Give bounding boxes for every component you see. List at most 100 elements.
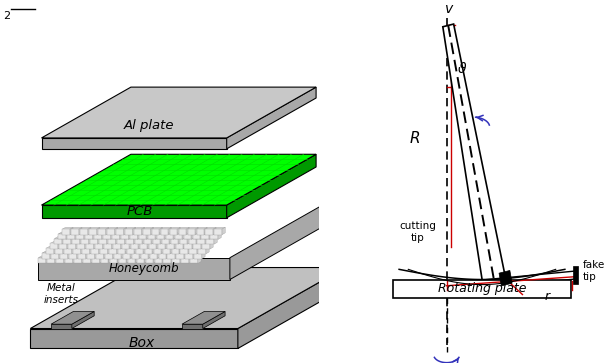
Polygon shape <box>204 227 208 234</box>
Polygon shape <box>198 256 201 263</box>
Polygon shape <box>161 229 168 234</box>
Polygon shape <box>118 248 125 254</box>
Polygon shape <box>107 229 115 234</box>
Polygon shape <box>122 244 130 249</box>
Polygon shape <box>184 242 195 244</box>
Polygon shape <box>78 251 89 253</box>
Polygon shape <box>169 237 173 244</box>
Polygon shape <box>158 251 169 253</box>
Polygon shape <box>181 258 189 263</box>
Text: $\vartheta$: $\vartheta$ <box>457 61 468 77</box>
Polygon shape <box>120 232 123 240</box>
Polygon shape <box>126 238 133 244</box>
Polygon shape <box>163 258 171 263</box>
Polygon shape <box>96 253 104 258</box>
Polygon shape <box>177 227 181 234</box>
Polygon shape <box>165 242 168 249</box>
Polygon shape <box>38 258 46 263</box>
Polygon shape <box>125 246 129 254</box>
Polygon shape <box>203 242 213 244</box>
Polygon shape <box>105 253 112 258</box>
Polygon shape <box>58 242 61 249</box>
Polygon shape <box>193 234 200 240</box>
Polygon shape <box>68 232 78 234</box>
Polygon shape <box>84 232 87 240</box>
Polygon shape <box>140 242 150 244</box>
Polygon shape <box>147 242 150 249</box>
Polygon shape <box>152 246 155 254</box>
Polygon shape <box>83 256 94 258</box>
Polygon shape <box>162 256 165 263</box>
Polygon shape <box>189 256 192 263</box>
Polygon shape <box>147 232 150 240</box>
Polygon shape <box>143 227 154 229</box>
Polygon shape <box>85 232 96 234</box>
Polygon shape <box>89 237 92 244</box>
Polygon shape <box>87 251 98 253</box>
Polygon shape <box>107 237 110 244</box>
Polygon shape <box>47 246 57 248</box>
Polygon shape <box>60 253 68 258</box>
Polygon shape <box>80 227 91 229</box>
Polygon shape <box>71 229 79 234</box>
Polygon shape <box>77 242 88 244</box>
Polygon shape <box>112 234 120 240</box>
Polygon shape <box>50 244 58 249</box>
Polygon shape <box>62 237 65 244</box>
Polygon shape <box>60 244 67 249</box>
Polygon shape <box>108 238 115 244</box>
Polygon shape <box>198 238 205 244</box>
Polygon shape <box>188 227 198 229</box>
Polygon shape <box>58 234 66 240</box>
Polygon shape <box>128 256 139 258</box>
Polygon shape <box>85 242 88 249</box>
Polygon shape <box>193 242 204 244</box>
Polygon shape <box>174 242 177 249</box>
Polygon shape <box>135 256 139 263</box>
Polygon shape <box>67 242 70 249</box>
Polygon shape <box>94 232 105 234</box>
Polygon shape <box>161 227 171 229</box>
Polygon shape <box>112 242 115 249</box>
Polygon shape <box>190 258 198 263</box>
Polygon shape <box>112 232 123 234</box>
Polygon shape <box>77 251 80 258</box>
Polygon shape <box>125 227 136 229</box>
Polygon shape <box>180 256 183 263</box>
Polygon shape <box>68 234 75 240</box>
Polygon shape <box>68 244 76 249</box>
Polygon shape <box>138 232 141 240</box>
Polygon shape <box>50 251 53 258</box>
Polygon shape <box>139 232 150 234</box>
Polygon shape <box>150 253 157 258</box>
Polygon shape <box>65 256 76 258</box>
Polygon shape <box>93 232 96 240</box>
Polygon shape <box>98 237 101 244</box>
Polygon shape <box>160 227 163 234</box>
Polygon shape <box>443 24 505 284</box>
Polygon shape <box>92 258 99 263</box>
Polygon shape <box>66 232 69 240</box>
Polygon shape <box>91 248 99 254</box>
Polygon shape <box>122 242 133 244</box>
Polygon shape <box>128 232 132 240</box>
Polygon shape <box>198 237 208 238</box>
Polygon shape <box>99 238 107 244</box>
Polygon shape <box>182 311 225 324</box>
Polygon shape <box>81 238 89 244</box>
Polygon shape <box>168 253 175 258</box>
Text: fake
tip: fake tip <box>583 260 605 282</box>
Polygon shape <box>91 246 102 248</box>
Polygon shape <box>139 251 142 258</box>
Polygon shape <box>109 246 120 248</box>
Polygon shape <box>483 271 577 288</box>
Polygon shape <box>72 246 75 254</box>
Polygon shape <box>160 237 163 244</box>
Polygon shape <box>185 253 193 258</box>
Polygon shape <box>171 238 178 244</box>
Polygon shape <box>190 256 201 258</box>
Polygon shape <box>146 258 153 263</box>
Polygon shape <box>152 227 163 229</box>
Polygon shape <box>150 251 160 253</box>
Polygon shape <box>141 251 152 253</box>
